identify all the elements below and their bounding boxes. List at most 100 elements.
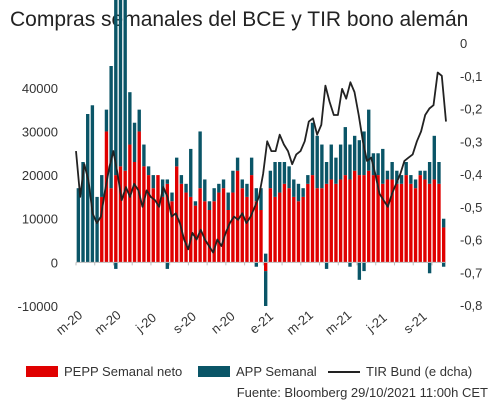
pepp-bar [254, 201, 259, 263]
app-bar [104, 109, 109, 132]
legend-swatch-pepp [26, 366, 58, 377]
pepp-bar [114, 175, 118, 263]
pepp-bar [367, 170, 371, 263]
app-bar-negative [165, 262, 170, 269]
x-tick-label: j-20 [132, 310, 159, 336]
app-bar [273, 162, 277, 197]
tir-line [75, 71, 447, 254]
app-bar [81, 162, 85, 263]
pepp-bar [413, 188, 418, 263]
pepp-bar [128, 144, 132, 263]
app-bar [175, 157, 179, 167]
y-left-tick-label: -10000 [18, 299, 58, 314]
app-bar [352, 135, 357, 171]
app-bar-negative [362, 262, 366, 272]
app-bar [390, 162, 394, 180]
app-bar [441, 218, 446, 228]
app-bar [409, 175, 413, 184]
app-bar [170, 192, 174, 202]
x-tick-label: n-20 [208, 308, 238, 336]
pepp-bar [306, 183, 310, 263]
pepp-bar [160, 196, 165, 263]
app-bar [287, 166, 291, 189]
app-bar [292, 179, 296, 197]
pepp-bar [348, 179, 352, 263]
pepp-bar [170, 201, 174, 263]
y-right-tick-label: -0,2 [460, 102, 482, 117]
pepp-bar [399, 183, 404, 263]
app-bar [334, 157, 338, 184]
pepp-bar [240, 188, 244, 263]
app-bar [418, 170, 422, 176]
pepp-bar [282, 183, 287, 263]
app-bar-negative [427, 262, 432, 274]
pepp-bar [423, 179, 427, 263]
app-bar [249, 157, 254, 176]
app-bar [123, 0, 127, 171]
pepp-bar [263, 262, 268, 272]
app-bar [198, 131, 202, 189]
app-bar [226, 192, 230, 210]
y-right-tick-label: -0,3 [460, 134, 482, 149]
app-bar [86, 114, 90, 263]
pepp-bar [249, 175, 254, 263]
pepp-bar [362, 175, 366, 263]
app-bar [306, 175, 310, 184]
x-tick-label: m-21 [284, 307, 316, 338]
app-bar [128, 92, 132, 145]
pepp-bar [212, 201, 216, 263]
app-bar-negative [114, 262, 118, 269]
y-right-tick-label: -0,6 [460, 233, 482, 248]
pepp-bar [189, 196, 193, 263]
pepp-bar [371, 175, 376, 263]
pepp-bar [324, 183, 329, 263]
app-bar [385, 170, 390, 180]
pepp-bar [287, 188, 291, 263]
app-bar [376, 153, 380, 176]
pepp-bar [315, 188, 319, 263]
pepp-bar [221, 188, 226, 263]
app-bar [189, 148, 193, 197]
pepp-bar [390, 179, 394, 263]
pepp-bar [226, 210, 230, 263]
app-bar [310, 122, 315, 176]
app-bar-negative [441, 262, 446, 267]
app-bar-negative [324, 262, 329, 269]
x-tick-label: s-20 [170, 309, 199, 337]
app-bar [301, 188, 305, 197]
legend-swatch-app [198, 366, 230, 377]
app-bar [278, 162, 282, 193]
pepp-bar [142, 166, 146, 263]
pepp-bar [109, 188, 113, 263]
app-bar [151, 175, 155, 189]
pepp-bar [427, 183, 432, 263]
y-right-tick-label: 0 [460, 36, 467, 51]
app-bar [367, 109, 371, 171]
legend-label-app: APP Semanal [236, 364, 317, 379]
y-left-tick-label: 40000 [22, 81, 58, 96]
app-bar [146, 166, 151, 176]
y-right-tick-label: -0,1 [460, 69, 482, 84]
app-bar [329, 144, 333, 180]
pepp-bar [338, 179, 343, 263]
app-bar [268, 170, 273, 189]
app-bar [348, 144, 352, 180]
app-bar [254, 188, 259, 202]
y-left-tick-label: 0 [51, 255, 58, 270]
app-bar [221, 179, 226, 189]
legend-item-pepp: PEPP Semanal neto [26, 364, 182, 379]
pepp-bar [301, 196, 305, 263]
pepp-bar [334, 183, 338, 263]
pepp-bar [198, 188, 202, 263]
pepp-bar [207, 210, 212, 263]
x-tick-label: e-21 [247, 308, 277, 336]
app-bar [427, 162, 432, 184]
y-left-tick-label: 30000 [22, 124, 58, 139]
app-bar [245, 183, 249, 197]
app-bar [259, 188, 263, 210]
y-right-tick-label: -0,5 [460, 200, 482, 215]
pepp-bar [352, 170, 357, 263]
app-bar [76, 188, 81, 263]
chart-legend: PEPP Semanal neto APP Semanal TIR Bund (… [0, 364, 502, 384]
